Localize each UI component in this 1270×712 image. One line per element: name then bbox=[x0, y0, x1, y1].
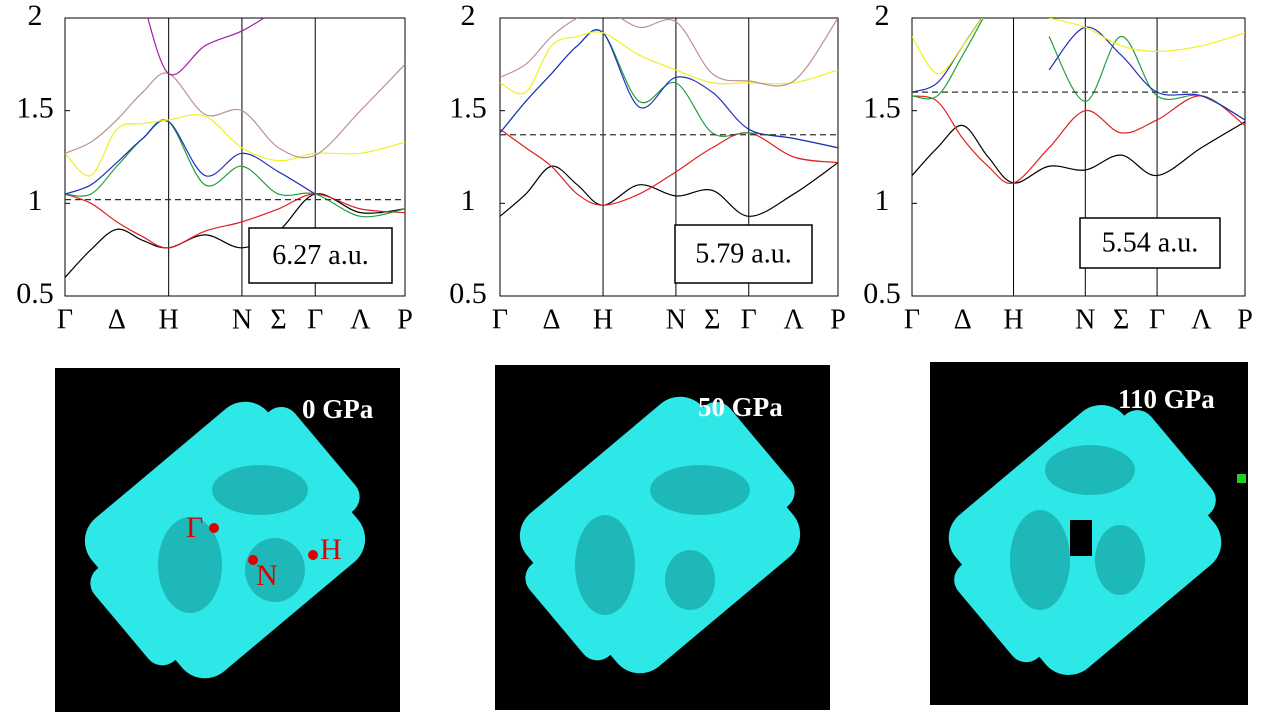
x-tick-label: Λ bbox=[350, 304, 371, 335]
y-tick-label: 1 bbox=[28, 184, 43, 217]
x-tick-label: Γ bbox=[492, 304, 508, 335]
x-tick-label: Δ bbox=[543, 304, 561, 335]
y-tick-label: 1.5 bbox=[16, 92, 54, 125]
x-tick-label: Λ bbox=[784, 304, 805, 335]
x-tick-label: P bbox=[397, 304, 413, 335]
x-tick-label: Γ bbox=[57, 304, 73, 335]
y-tick-label: 1 bbox=[461, 184, 476, 217]
y-tick-label: 0.5 bbox=[863, 277, 901, 310]
x-tick-label: H bbox=[1003, 304, 1023, 335]
x-tick-label: Σ bbox=[1113, 304, 1129, 335]
x-tick-label: N bbox=[232, 304, 252, 335]
y-tick-label: 2 bbox=[875, 0, 890, 32]
pressure-label: 50 GPa bbox=[698, 392, 783, 422]
x-tick-label: Γ bbox=[904, 304, 920, 335]
point-label: N bbox=[256, 559, 278, 592]
x-tick-label: Γ bbox=[741, 304, 757, 335]
x-tick-label: P bbox=[830, 304, 846, 335]
x-tick-label: N bbox=[666, 304, 686, 335]
point-marker bbox=[308, 550, 318, 560]
pressure-label: 110 GPa bbox=[1118, 384, 1215, 414]
point-label: H bbox=[320, 533, 342, 566]
y-tick-label: 1.5 bbox=[449, 92, 487, 125]
y-tick-label: 2 bbox=[28, 0, 43, 32]
y-tick-label: 0.5 bbox=[16, 277, 54, 310]
point-label: Γ bbox=[186, 511, 203, 544]
y-tick-label: 2 bbox=[461, 0, 476, 32]
x-tick-label: Γ bbox=[307, 304, 323, 335]
x-tick-label: H bbox=[159, 304, 179, 335]
lattice-label: 5.54 a.u. bbox=[1102, 227, 1198, 258]
x-tick-label: P bbox=[1237, 304, 1253, 335]
x-tick-label: N bbox=[1075, 304, 1095, 335]
figure: 0 GPa 50 GPa 110 GPa Γ N H 0.5 1 1.5 2 Γ H N Γ P… bbox=[0, 0, 1270, 712]
x-tick-label: H bbox=[593, 304, 613, 335]
x-tick-label: Σ bbox=[704, 304, 720, 335]
pressure-label: 0 GPa bbox=[302, 394, 374, 424]
y-tick-label: 0.5 bbox=[449, 277, 487, 310]
y-tick-label: 1.5 bbox=[863, 92, 901, 125]
x-tick-label: Δ bbox=[108, 304, 126, 335]
x-tick-label: Σ bbox=[270, 304, 286, 335]
lattice-label: 5.79 a.u. bbox=[695, 238, 791, 269]
y-tick-label: 1 bbox=[875, 184, 890, 217]
x-tick-label: Δ bbox=[954, 304, 972, 335]
x-tick-label: Λ bbox=[1191, 304, 1212, 335]
point-marker bbox=[209, 523, 219, 533]
x-tick-label: Γ bbox=[1149, 304, 1165, 335]
lattice-label: 6.27 a.u. bbox=[272, 240, 368, 271]
